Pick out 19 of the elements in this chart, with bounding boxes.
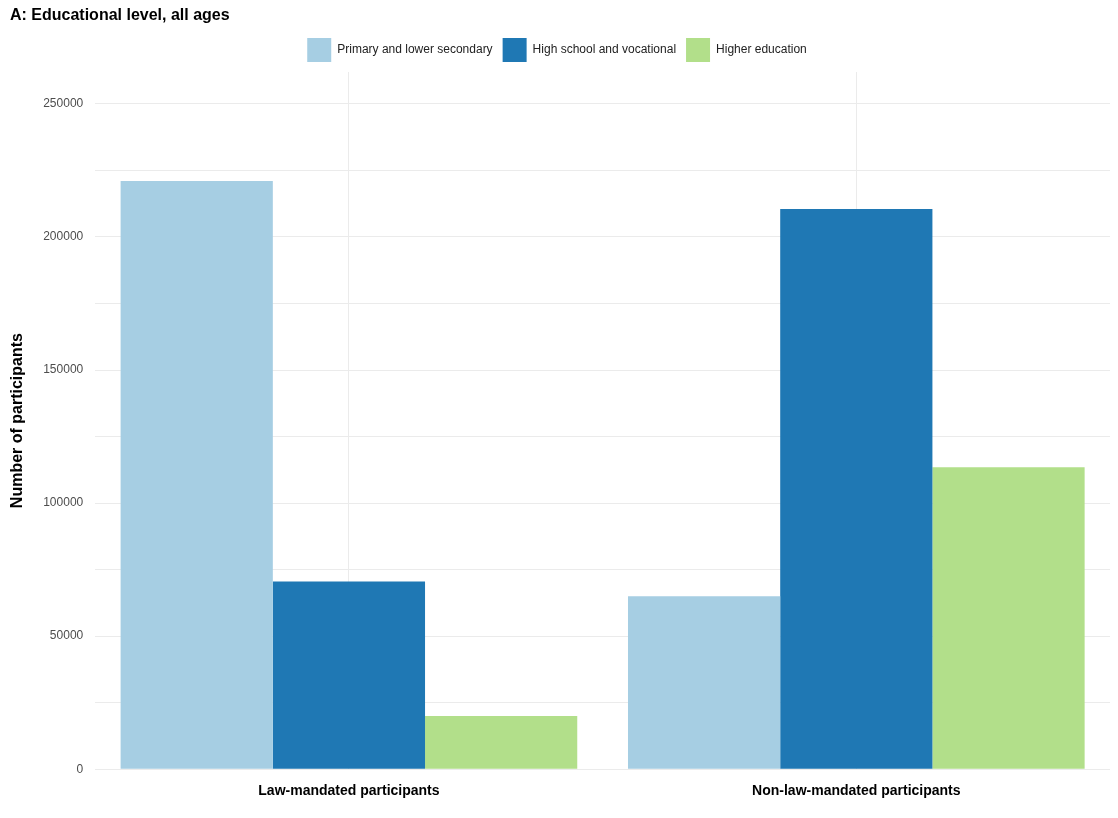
bar (932, 467, 1085, 769)
y-tick-label: 50000 (49, 628, 84, 643)
y-tick-label: 200000 (43, 229, 84, 244)
bar (120, 181, 273, 769)
y-tick-label: 100000 (43, 495, 84, 510)
bar (425, 715, 578, 769)
x-tick-label: Law-mandated participants (258, 782, 440, 799)
legend-label: High school and vocational (532, 42, 677, 57)
legend-label: Primary and lower secondary (337, 42, 493, 57)
y-axis-title: Number of participants (8, 332, 26, 509)
bar (627, 596, 781, 769)
legend-label: Higher education (716, 42, 807, 57)
bar (780, 209, 933, 769)
x-tick-label: Non-law-mandated participants (752, 782, 961, 799)
chart-title: A: Educational level, all ages (10, 6, 230, 24)
y-tick-label: 250000 (43, 96, 84, 111)
y-tick-label: 0 (76, 761, 84, 776)
y-tick-label: 150000 (43, 362, 84, 377)
bar (272, 581, 426, 769)
